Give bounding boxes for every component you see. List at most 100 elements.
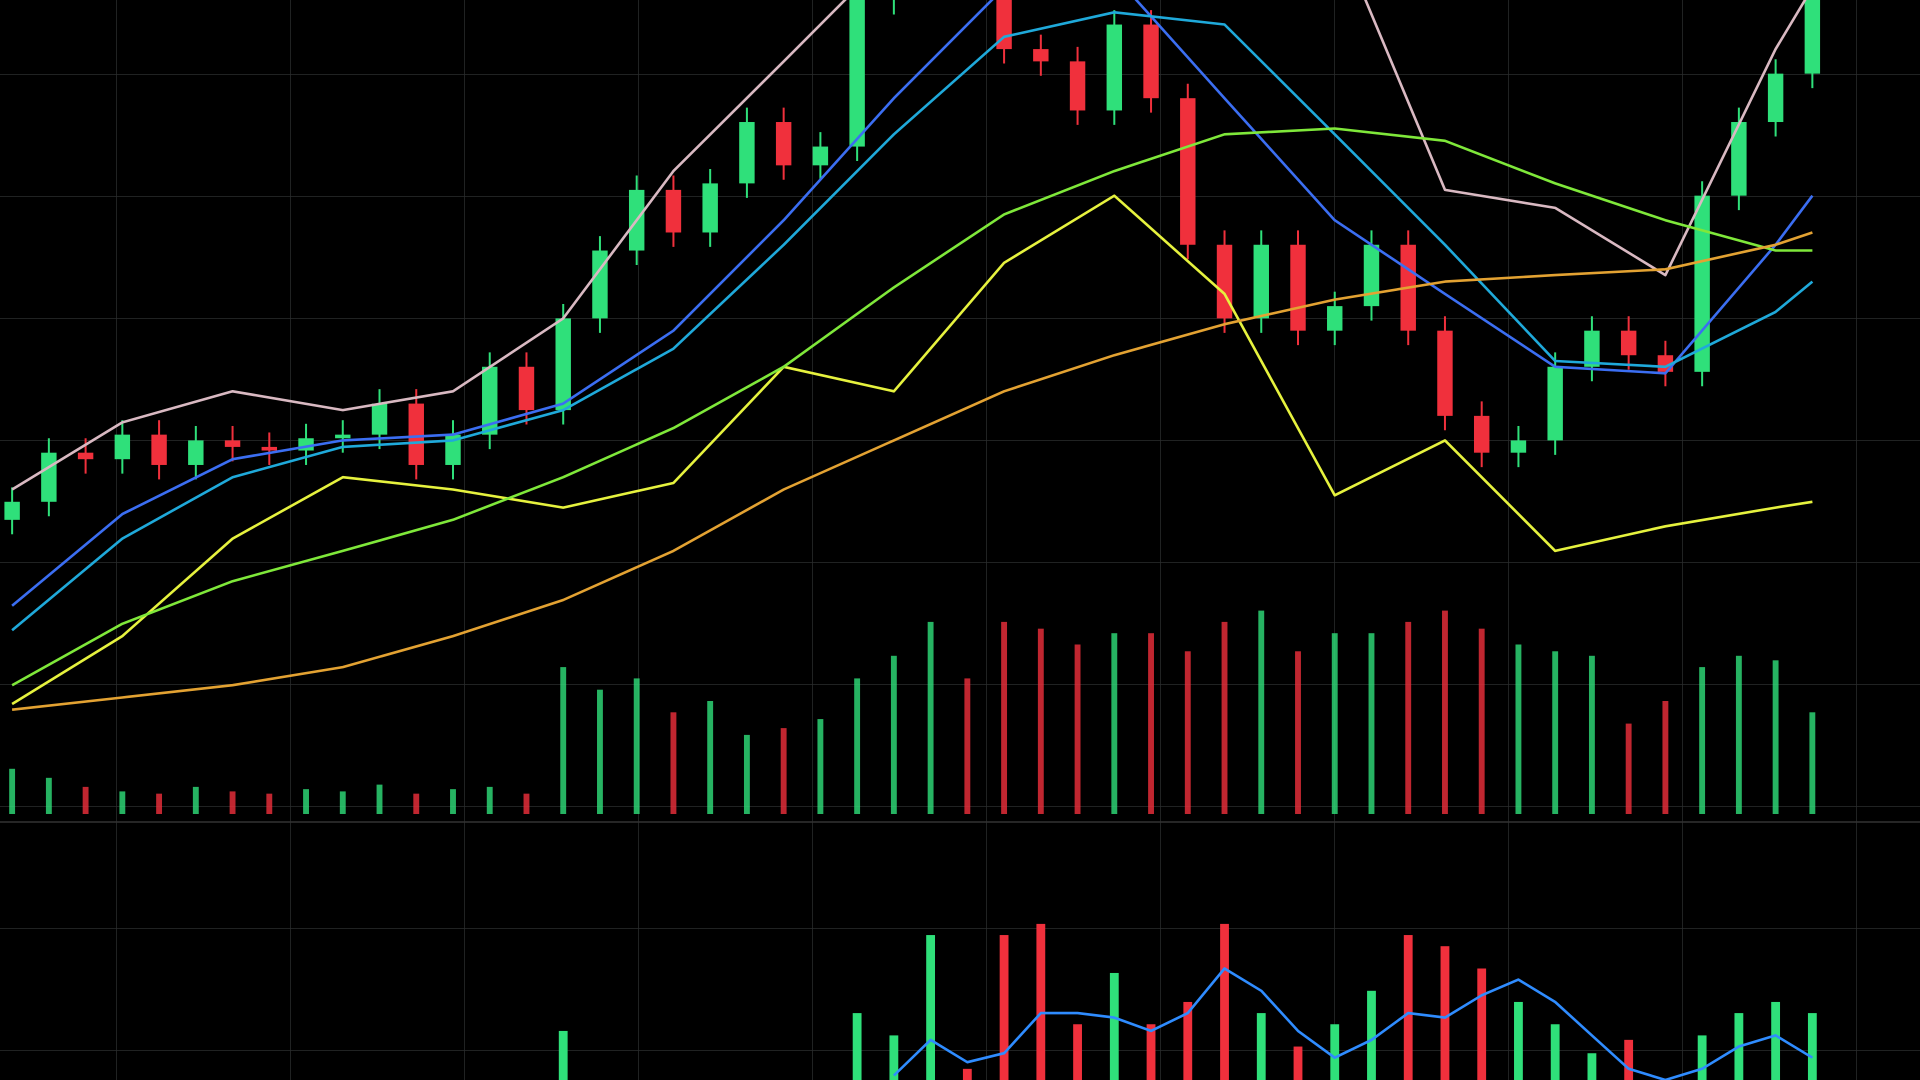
bar	[1477, 968, 1487, 1080]
bar	[999, 935, 1009, 1080]
candle-body	[1180, 98, 1196, 245]
bar	[413, 793, 420, 814]
bar	[1184, 651, 1191, 814]
candle-body	[812, 146, 829, 166]
candle-body	[1473, 415, 1490, 453]
bar	[1073, 1024, 1082, 1080]
bar	[486, 786, 493, 814]
bar	[1295, 651, 1301, 814]
candle-body	[1804, 0, 1821, 74]
candle-body	[1363, 244, 1380, 307]
candle-body	[1327, 306, 1343, 331]
bar	[1771, 1001, 1781, 1080]
candle-body	[1731, 122, 1747, 196]
bar	[303, 789, 309, 814]
bar	[450, 789, 456, 814]
bar	[1405, 621, 1412, 814]
bar	[1256, 1013, 1266, 1080]
bar	[1258, 610, 1265, 814]
bar	[1330, 1024, 1340, 1080]
bar	[780, 728, 787, 814]
candle-body	[371, 403, 388, 435]
candle-body	[1584, 330, 1600, 367]
bar	[854, 678, 861, 814]
bar	[1552, 651, 1559, 814]
candle-body	[41, 452, 57, 502]
bar	[82, 786, 89, 814]
bar	[1699, 667, 1706, 814]
bar	[192, 786, 199, 814]
bar	[927, 621, 934, 814]
bar	[1403, 935, 1413, 1080]
bar	[1074, 644, 1081, 814]
candle-body	[1033, 49, 1049, 62]
candle-body	[739, 122, 755, 184]
bar	[9, 768, 16, 814]
candle-body	[1290, 244, 1306, 331]
bar	[962, 1068, 972, 1080]
candle-body	[77, 452, 94, 460]
bar	[890, 655, 897, 814]
bar	[1515, 644, 1522, 814]
bar	[670, 712, 677, 814]
candle-body	[1510, 440, 1527, 453]
bar	[926, 935, 936, 1080]
bar	[1809, 712, 1816, 814]
bar	[1550, 1024, 1560, 1080]
bar	[1514, 1001, 1523, 1080]
indicator-line	[892, 967, 1814, 1080]
candle-body	[482, 366, 498, 435]
bar	[1807, 1013, 1817, 1080]
bar	[817, 719, 824, 814]
candle-body	[1437, 330, 1453, 416]
bar	[1111, 633, 1118, 814]
bar	[1367, 990, 1376, 1080]
bar	[1697, 1035, 1707, 1080]
bar	[376, 784, 383, 814]
bar	[1624, 1039, 1634, 1080]
bar	[156, 793, 163, 814]
indicator-line	[11, 127, 1813, 687]
bar	[1625, 723, 1632, 814]
candle-body	[1547, 366, 1563, 441]
bar	[1148, 633, 1154, 814]
indicator-line	[11, 0, 1807, 491]
candle-body	[1216, 244, 1233, 319]
bar	[119, 791, 126, 814]
candle-body	[702, 183, 718, 233]
candle-body	[592, 250, 608, 319]
bar	[229, 791, 236, 814]
candle-body	[188, 440, 204, 465]
candle-body	[261, 446, 278, 451]
bar	[707, 701, 714, 814]
bar	[964, 678, 971, 814]
bar	[1735, 655, 1742, 814]
bar	[266, 793, 273, 814]
candle-body	[1253, 244, 1269, 319]
bar	[743, 734, 750, 814]
candle-body	[445, 434, 461, 465]
bar	[1293, 1046, 1303, 1080]
bar	[1588, 655, 1595, 814]
candle-body	[555, 318, 571, 411]
bar	[339, 791, 346, 814]
bar	[1221, 621, 1228, 814]
bar	[1146, 1024, 1156, 1080]
candle-body	[1069, 61, 1086, 111]
bar	[45, 777, 52, 814]
candle-body	[849, 0, 865, 147]
candle-body	[4, 501, 20, 520]
bar	[523, 793, 530, 814]
bar	[1662, 701, 1669, 814]
indicator-line	[11, 0, 1814, 607]
bar	[1036, 923, 1046, 1080]
bar	[597, 689, 603, 814]
candle-body	[775, 122, 792, 166]
bar	[1368, 633, 1375, 814]
bar	[1442, 610, 1448, 814]
indicator-line	[11, 231, 1813, 711]
bar	[1440, 946, 1450, 1080]
candle-body	[114, 434, 131, 460]
